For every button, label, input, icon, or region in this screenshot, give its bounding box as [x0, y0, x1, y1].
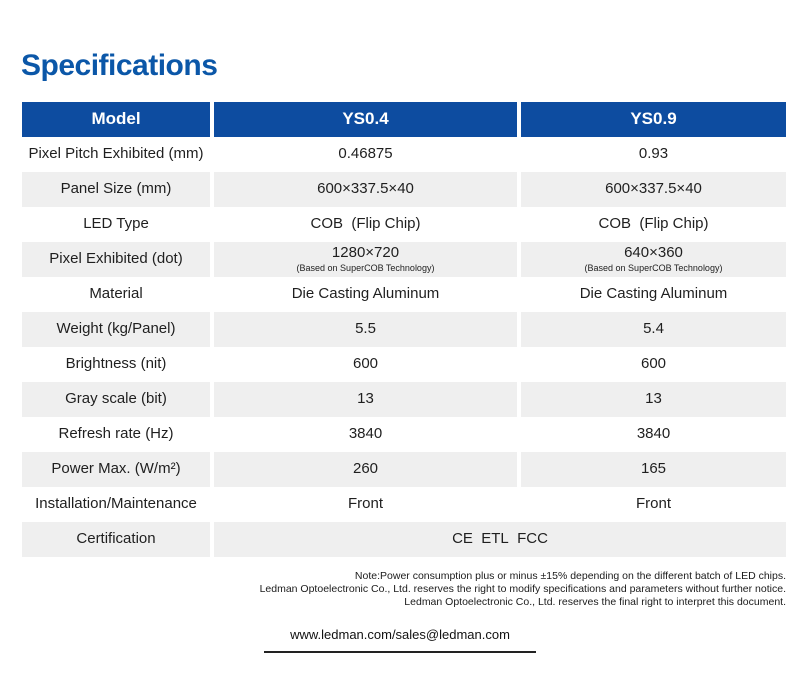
- value-ys04: COB (Flip Chip): [310, 215, 421, 233]
- row-label: Certification: [22, 522, 210, 557]
- value-ys09: 640×360 (Based on SuperCOB Technology): [521, 242, 786, 277]
- value-ys09: 600×337.5×40: [521, 172, 786, 207]
- value-ys09: 0.93: [638, 145, 669, 163]
- table-row-material: Material Die Casting Aluminum Die Castin…: [22, 277, 786, 312]
- value-ys04: 3840: [348, 425, 383, 443]
- value-ys04: 1280×720 (Based on SuperCOB Technology): [214, 242, 517, 277]
- table-row-pixel-pitch: Pixel Pitch Exhibited (mm) 0.46875 0.93: [22, 137, 786, 172]
- value-subnote: (Based on SuperCOB Technology): [296, 262, 435, 273]
- row-label: Refresh rate (Hz): [58, 425, 174, 443]
- table-row-gray-scale: Gray scale (bit) 13 13: [22, 382, 786, 417]
- row-label: Gray scale (bit): [22, 382, 210, 417]
- value-ys09: 600: [640, 355, 667, 373]
- value-merged: CE ETL FCC: [214, 522, 786, 557]
- table-row-brightness: Brightness (nit) 600 600: [22, 347, 786, 382]
- table-row-pixel-exhibited: Pixel Exhibited (dot) 1280×720 (Based on…: [22, 242, 786, 277]
- row-label: Pixel Exhibited (dot): [22, 242, 210, 277]
- row-label: LED Type: [83, 215, 149, 233]
- table-header-row: Model YS0.4 YS0.9: [22, 102, 786, 137]
- table-row-refresh-rate: Refresh rate (Hz) 3840 3840: [22, 417, 786, 452]
- header-cell-model: Model: [22, 102, 210, 137]
- footer: www.ledman.com/sales@ledman.com: [0, 626, 800, 653]
- value-main: 640×360: [624, 244, 683, 262]
- header-cell-ys04: YS0.4: [214, 102, 517, 137]
- table-row-power-max: Power Max. (W/m²) 260 165: [22, 452, 786, 487]
- value-subnote: (Based on SuperCOB Technology): [584, 262, 723, 273]
- value-ys09: 5.4: [521, 312, 786, 347]
- row-label: Installation/Maintenance: [35, 495, 197, 513]
- value-ys04: 13: [214, 382, 517, 417]
- value-ys09: 3840: [636, 425, 671, 443]
- row-label: Material: [89, 285, 143, 303]
- value-ys09: Front: [635, 495, 671, 513]
- value-ys04: 5.5: [214, 312, 517, 347]
- value-ys09: Die Casting Aluminum: [579, 285, 728, 303]
- table-row-certification: Certification CE ETL FCC: [22, 522, 786, 557]
- value-ys04: 260: [214, 452, 517, 487]
- value-main: 1280×720: [331, 244, 400, 262]
- row-label: Power Max. (W/m²): [22, 452, 210, 487]
- row-label: Pixel Pitch Exhibited (mm): [28, 145, 204, 163]
- note-line-3: Ledman Optoelectronic Co., Ltd. reserves…: [404, 596, 786, 608]
- note-line-2: Ledman Optoelectronic Co., Ltd. reserves…: [259, 583, 786, 595]
- footnotes: Note:Power consumption plus or minus ±15…: [86, 570, 786, 609]
- value-ys09: 13: [521, 382, 786, 417]
- spec-table: Model YS0.4 YS0.9 Pixel Pitch Exhibited …: [22, 102, 786, 557]
- value-ys09: COB (Flip Chip): [598, 215, 709, 233]
- value-ys04: 600×337.5×40: [214, 172, 517, 207]
- table-row-led-type: LED Type COB (Flip Chip) COB (Flip Chip): [22, 207, 786, 242]
- table-row-installation: Installation/Maintenance Front Front: [22, 487, 786, 522]
- value-ys04: 600: [352, 355, 379, 373]
- row-label: Brightness (nit): [65, 355, 167, 373]
- table-row-panel-size: Panel Size (mm) 600×337.5×40 600×337.5×4…: [22, 172, 786, 207]
- note-line-1: Note:Power consumption plus or minus ±15…: [354, 570, 786, 582]
- row-label: Panel Size (mm): [22, 172, 210, 207]
- value-ys04: Front: [347, 495, 383, 513]
- row-label: Weight (kg/Panel): [22, 312, 210, 347]
- table-row-weight: Weight (kg/Panel) 5.5 5.4: [22, 312, 786, 347]
- footer-link[interactable]: www.ledman.com/sales@ledman.com: [264, 627, 536, 653]
- value-ys04: Die Casting Aluminum: [291, 285, 440, 303]
- value-ys09: 165: [521, 452, 786, 487]
- header-cell-ys09: YS0.9: [521, 102, 786, 137]
- value-ys04: 0.46875: [338, 145, 393, 163]
- page-title: Specifications: [21, 49, 218, 82]
